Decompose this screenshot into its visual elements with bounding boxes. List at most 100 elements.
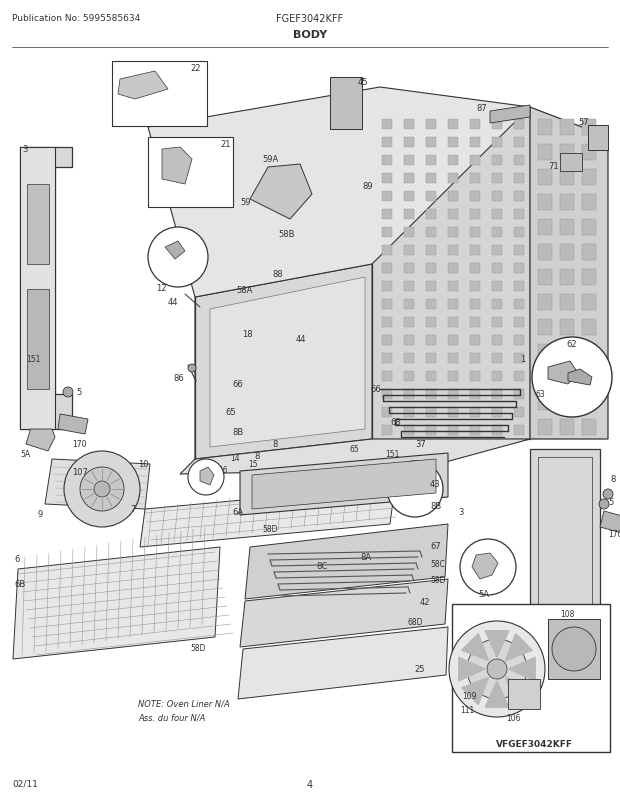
Bar (404, 228, 414, 237)
Bar (426, 390, 436, 399)
Bar (448, 119, 458, 130)
Circle shape (532, 338, 612, 418)
Bar (582, 220, 596, 236)
Text: 02/11: 02/11 (12, 779, 38, 788)
Bar (330, 78, 362, 130)
Text: 5: 5 (76, 387, 81, 396)
Bar (560, 370, 574, 386)
Polygon shape (58, 415, 88, 435)
Bar (448, 138, 458, 148)
Bar (470, 245, 480, 256)
Bar (27, 184, 49, 265)
Text: 1: 1 (520, 354, 525, 363)
Text: NOTE: Oven Liner N/A: NOTE: Oven Liner N/A (138, 699, 230, 708)
Bar (492, 318, 502, 327)
Text: 8B: 8B (430, 501, 441, 510)
Circle shape (487, 659, 507, 679)
Bar (382, 138, 392, 148)
Bar (470, 354, 480, 363)
Text: 170: 170 (608, 529, 620, 538)
Bar (448, 390, 458, 399)
Text: 4: 4 (307, 779, 313, 789)
Text: 71: 71 (548, 162, 559, 171)
Bar (492, 335, 502, 346)
Bar (514, 354, 524, 363)
Text: 8: 8 (610, 475, 616, 484)
Polygon shape (245, 525, 448, 599)
Text: 15: 15 (248, 460, 258, 468)
Text: 87: 87 (476, 104, 487, 113)
Text: 58D: 58D (190, 643, 205, 652)
Bar (426, 335, 436, 346)
Bar (492, 264, 502, 273)
Text: 8: 8 (272, 439, 277, 448)
Polygon shape (180, 439, 530, 475)
Bar (492, 407, 502, 418)
Bar (382, 390, 392, 399)
Bar (514, 138, 524, 148)
Bar (426, 282, 436, 292)
Bar (448, 192, 458, 202)
Bar (404, 371, 414, 382)
Bar (538, 294, 552, 310)
Bar (538, 195, 552, 211)
Text: 68: 68 (390, 418, 401, 427)
Text: 107: 107 (72, 468, 88, 476)
Text: 5: 5 (608, 497, 613, 506)
Bar (448, 407, 458, 418)
Bar (426, 407, 436, 418)
Bar (470, 264, 480, 273)
Bar (492, 228, 502, 237)
Bar (492, 210, 502, 220)
Bar (514, 156, 524, 166)
Bar (492, 119, 502, 130)
Bar (404, 210, 414, 220)
Text: 25: 25 (414, 664, 425, 673)
Bar (382, 371, 392, 382)
Text: 109: 109 (462, 691, 477, 700)
Text: 57: 57 (578, 118, 588, 127)
Polygon shape (238, 627, 448, 699)
Bar (448, 245, 458, 256)
Bar (382, 282, 392, 292)
Text: 18: 18 (242, 330, 252, 338)
Bar (514, 245, 524, 256)
Text: 6A: 6A (232, 508, 243, 516)
Bar (470, 119, 480, 130)
Bar (538, 320, 552, 335)
Bar (404, 264, 414, 273)
Bar (426, 174, 436, 184)
Bar (582, 195, 596, 211)
Polygon shape (13, 547, 220, 659)
Bar (404, 138, 414, 148)
Text: 5A: 5A (478, 589, 489, 598)
Bar (382, 335, 392, 346)
Bar (582, 269, 596, 286)
Text: 58C: 58C (430, 559, 445, 569)
Polygon shape (118, 72, 168, 100)
Polygon shape (162, 148, 192, 184)
Bar (514, 407, 524, 418)
Bar (470, 335, 480, 346)
Bar (560, 220, 574, 236)
Bar (492, 390, 502, 399)
Bar (538, 395, 552, 411)
Text: Ass. du four N/A: Ass. du four N/A (138, 713, 205, 722)
Bar (538, 269, 552, 286)
Circle shape (188, 365, 196, 373)
Bar (382, 407, 392, 418)
Bar (470, 318, 480, 327)
Bar (426, 138, 436, 148)
Text: 43: 43 (430, 480, 441, 488)
Text: 3: 3 (458, 508, 463, 516)
Text: 44: 44 (168, 298, 179, 306)
Text: 9: 9 (38, 509, 43, 518)
Text: Publication No: 5995585634: Publication No: 5995585634 (12, 14, 140, 23)
Text: FGEF3042KFF: FGEF3042KFF (277, 14, 343, 24)
Text: 65: 65 (225, 407, 236, 416)
Circle shape (603, 489, 613, 500)
Polygon shape (240, 453, 448, 516)
Bar (582, 245, 596, 261)
Bar (492, 282, 502, 292)
Polygon shape (530, 107, 608, 439)
